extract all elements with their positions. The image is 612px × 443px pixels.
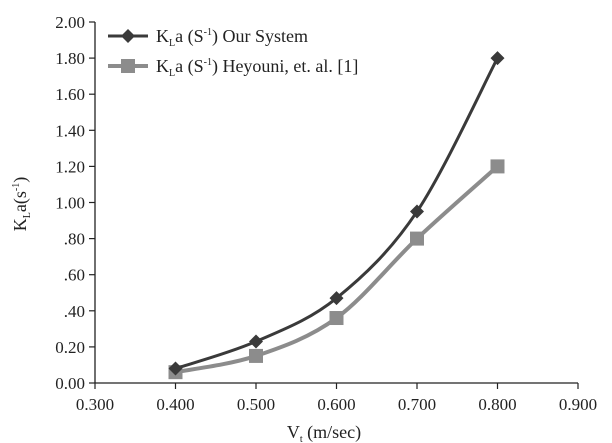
x-tick-label: 0.900 (559, 395, 597, 414)
y-axis-label: KLa(s-1) (10, 177, 33, 231)
x-tick-label: 0.500 (237, 395, 275, 414)
y-tick-label: 1.20 (55, 157, 85, 176)
y-tick-label: 2.00 (55, 13, 85, 32)
legend-item: KLa (S-1) Heyouni, et. al. [1] (108, 56, 358, 79)
y-tick-label: .80 (64, 230, 85, 249)
data-point (249, 349, 263, 363)
y-tick-label: 1.00 (55, 194, 85, 213)
x-tick-label: 0.300 (76, 395, 114, 414)
data-point (491, 51, 505, 65)
legend-label: KLa (S-1) Heyouni, et. al. [1] (156, 56, 358, 79)
series-1 (169, 51, 505, 375)
x-tick-label: 0.700 (398, 395, 436, 414)
legend-label: KLa (S-1) Our System (156, 26, 308, 49)
data-point (491, 159, 505, 173)
legend: KLa (S-1) Our System KLa (S-1) Heyouni, e… (108, 26, 358, 79)
series-layer (169, 51, 505, 379)
y-tick-label: 1.80 (55, 49, 85, 68)
y-tick-label: 0.20 (55, 338, 85, 357)
x-axis-label: Vt (m/sec) (287, 422, 361, 443)
y-tick-label: 1.40 (55, 121, 85, 140)
axes (95, 22, 578, 383)
series-2 (169, 159, 505, 379)
y-tick-label: 0.00 (55, 374, 85, 393)
data-point (410, 232, 424, 246)
y-tick-label: 1.60 (55, 85, 85, 104)
x-tick-label: 0.800 (478, 395, 516, 414)
y-tick-label: .60 (64, 266, 85, 285)
legend-marker (121, 29, 135, 43)
legend-item: KLa (S-1) Our System (108, 26, 308, 49)
series-line (176, 166, 498, 372)
data-point (249, 334, 263, 348)
x-tick-label: 0.400 (156, 395, 194, 414)
y-tick-label: .40 (64, 302, 85, 321)
legend-marker (121, 59, 135, 73)
y-ticks: 0.00 0.20 .40 .60 .80 1.00 1.20 1.40 1.60 1.80 2.0… (55, 13, 95, 393)
data-point (330, 311, 344, 325)
x-tick-label: 0.600 (317, 395, 355, 414)
x-ticks: 0.300 0.400 0.500 0.600 0.700 0.800 0.900 (76, 383, 597, 414)
